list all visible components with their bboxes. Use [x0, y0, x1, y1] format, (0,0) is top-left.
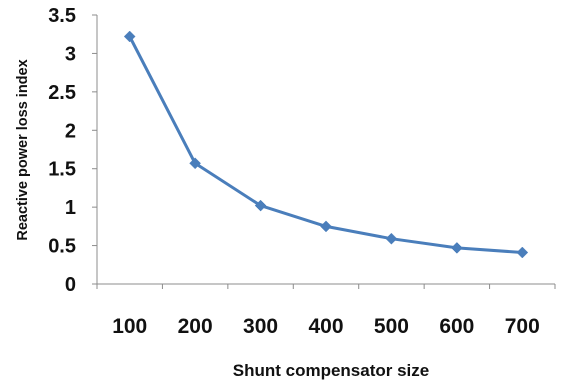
y-tick-labels: 0 0.5 1 1.5 2 2.5 3 3.5: [48, 5, 76, 296]
y-tick-label: 1: [65, 197, 76, 219]
data-point-marker: [385, 232, 398, 245]
y-tick-label: 3.5: [48, 5, 76, 27]
data-point-marker: [320, 220, 332, 233]
y-tick-label: 2: [65, 120, 76, 142]
y-tick-label: 3: [65, 43, 76, 65]
x-tick-label: 600: [439, 315, 474, 338]
x-tick-label: 700: [505, 315, 540, 338]
x-tick-label: 500: [374, 315, 409, 338]
data-point-marker: [254, 199, 267, 212]
x-tick-label: 400: [308, 315, 343, 338]
data-point-marker: [123, 30, 136, 43]
axes: [92, 14, 556, 289]
y-tick-label: 2.5: [48, 82, 76, 104]
y-tick-label: 0: [65, 274, 76, 296]
x-axis-label: Shunt compensator size: [233, 361, 429, 380]
x-tick-label: 300: [243, 315, 278, 338]
y-tick-label: 0.5: [48, 236, 76, 258]
series-line: [128, 35, 523, 254]
x-tick-labels: 100 200 300 400 500 600 700: [112, 315, 540, 338]
series-group: [123, 30, 529, 259]
data-point-marker: [189, 157, 201, 170]
data-point-marker: [516, 246, 529, 259]
data-point-marker: [451, 242, 463, 254]
y-axis-label: Reactive power loss index: [15, 59, 31, 240]
x-tick-label: 100: [112, 315, 147, 338]
y-tick-label: 1.5: [48, 159, 76, 181]
x-tick-label: 200: [178, 315, 213, 338]
